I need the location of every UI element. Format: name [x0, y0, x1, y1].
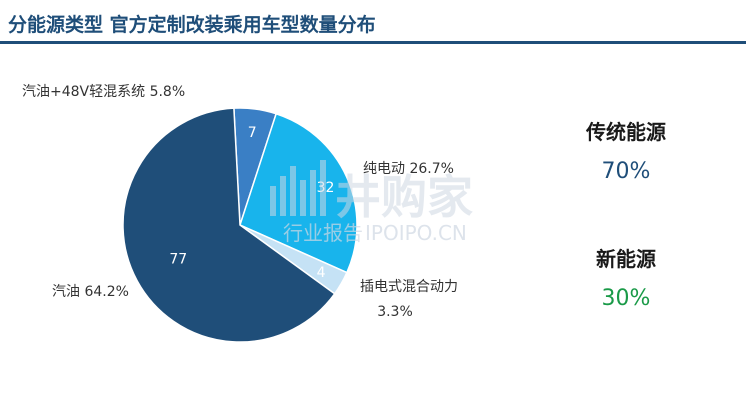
watermark-logo-icon: [270, 160, 326, 216]
title-underline: [0, 41, 746, 44]
watermark-site: IPOIPO.CN: [365, 221, 467, 245]
summary-new-energy: 新能源 30%: [556, 243, 696, 311]
label-gasoline: 汽油 64.2%: [52, 284, 129, 300]
label-gasoline-48v: 汽油+48V轻混系统 5.8%: [22, 84, 185, 100]
summary-new-energy-value: 30%: [601, 286, 651, 311]
watermark-brand: 井购家: [335, 170, 473, 224]
summary-traditional-label: 传统能源: [586, 120, 666, 144]
slice-gasoline: [122, 107, 336, 343]
slice-gasoline-48v-value: 7: [248, 125, 257, 141]
slice-phev-value: 4: [317, 265, 326, 281]
summary-traditional-value: 70%: [601, 159, 651, 184]
watermark: 井购家 行业报告 IPOIPO.CN: [270, 160, 473, 245]
label-phev-line1: 插电式混合动力: [360, 279, 458, 295]
summary-traditional: 传统能源 70%: [556, 116, 696, 184]
watermark-sub: 行业报告: [283, 221, 363, 245]
slice-bev: [239, 112, 358, 274]
label-bev: 纯电动 26.7%: [363, 161, 454, 177]
summary-new-energy-label: 新能源: [596, 247, 656, 271]
page-title: 分能源类型 官方定制改装乘用车型数量分布: [8, 14, 376, 36]
slice-gasoline-value: 77: [169, 252, 187, 268]
label-phev-line2: 3.3%: [377, 304, 413, 320]
